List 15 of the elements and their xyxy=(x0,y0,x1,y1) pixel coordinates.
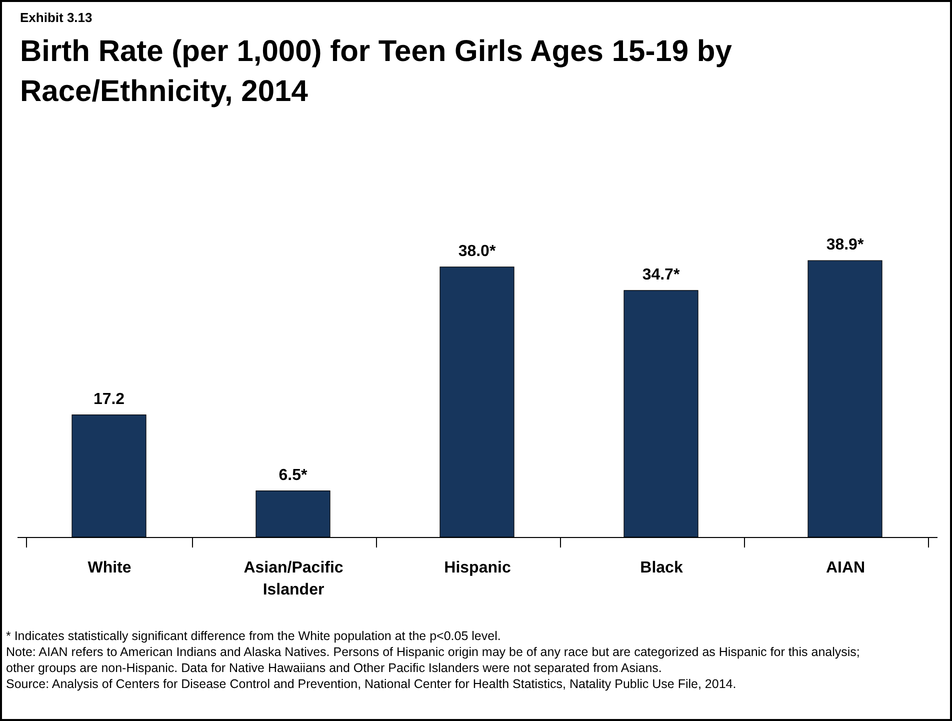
x-tick-label: AIAN xyxy=(826,560,866,576)
text: Note: AIAN refers to American Indians and Alaska Natives. Persons of Hispanic origin may be of any race but are categorized as Hispanic for this analysis; other groups are non-Hispanic. Data for Native Hawaiians and Other Pacific Islanders were not separated from Asians. xyxy=(6,644,861,676)
chart-subtitle: Exhibit 3.13 xyxy=(20,10,92,25)
chart-title: Birth Rate (per 1,000) for Teen Girls Ages 15-19 by Race/Ethnicity, 2014 xyxy=(20,34,733,110)
x-tick-label: Black xyxy=(640,560,683,576)
text: * Indicates statistically significant difference from the White population at the p<0.05 level. xyxy=(6,628,502,644)
source-note: Source: Analysis of Centers for Disease Control and Prevention, National Center for Health Statistics, Natality Public Use File, 2014. xyxy=(6,676,738,692)
data-label: 34.7* xyxy=(642,266,680,284)
x-tick-label: Hispanic xyxy=(444,560,511,576)
x-tick-label: White xyxy=(88,560,132,576)
data-label: 38.0* xyxy=(458,242,496,260)
x-tick-label: Asian/Pacific Islander xyxy=(244,560,344,598)
data-label: 6.5* xyxy=(278,466,308,484)
data-label: 38.9* xyxy=(826,236,864,254)
data-label: 17.2 xyxy=(93,390,125,408)
